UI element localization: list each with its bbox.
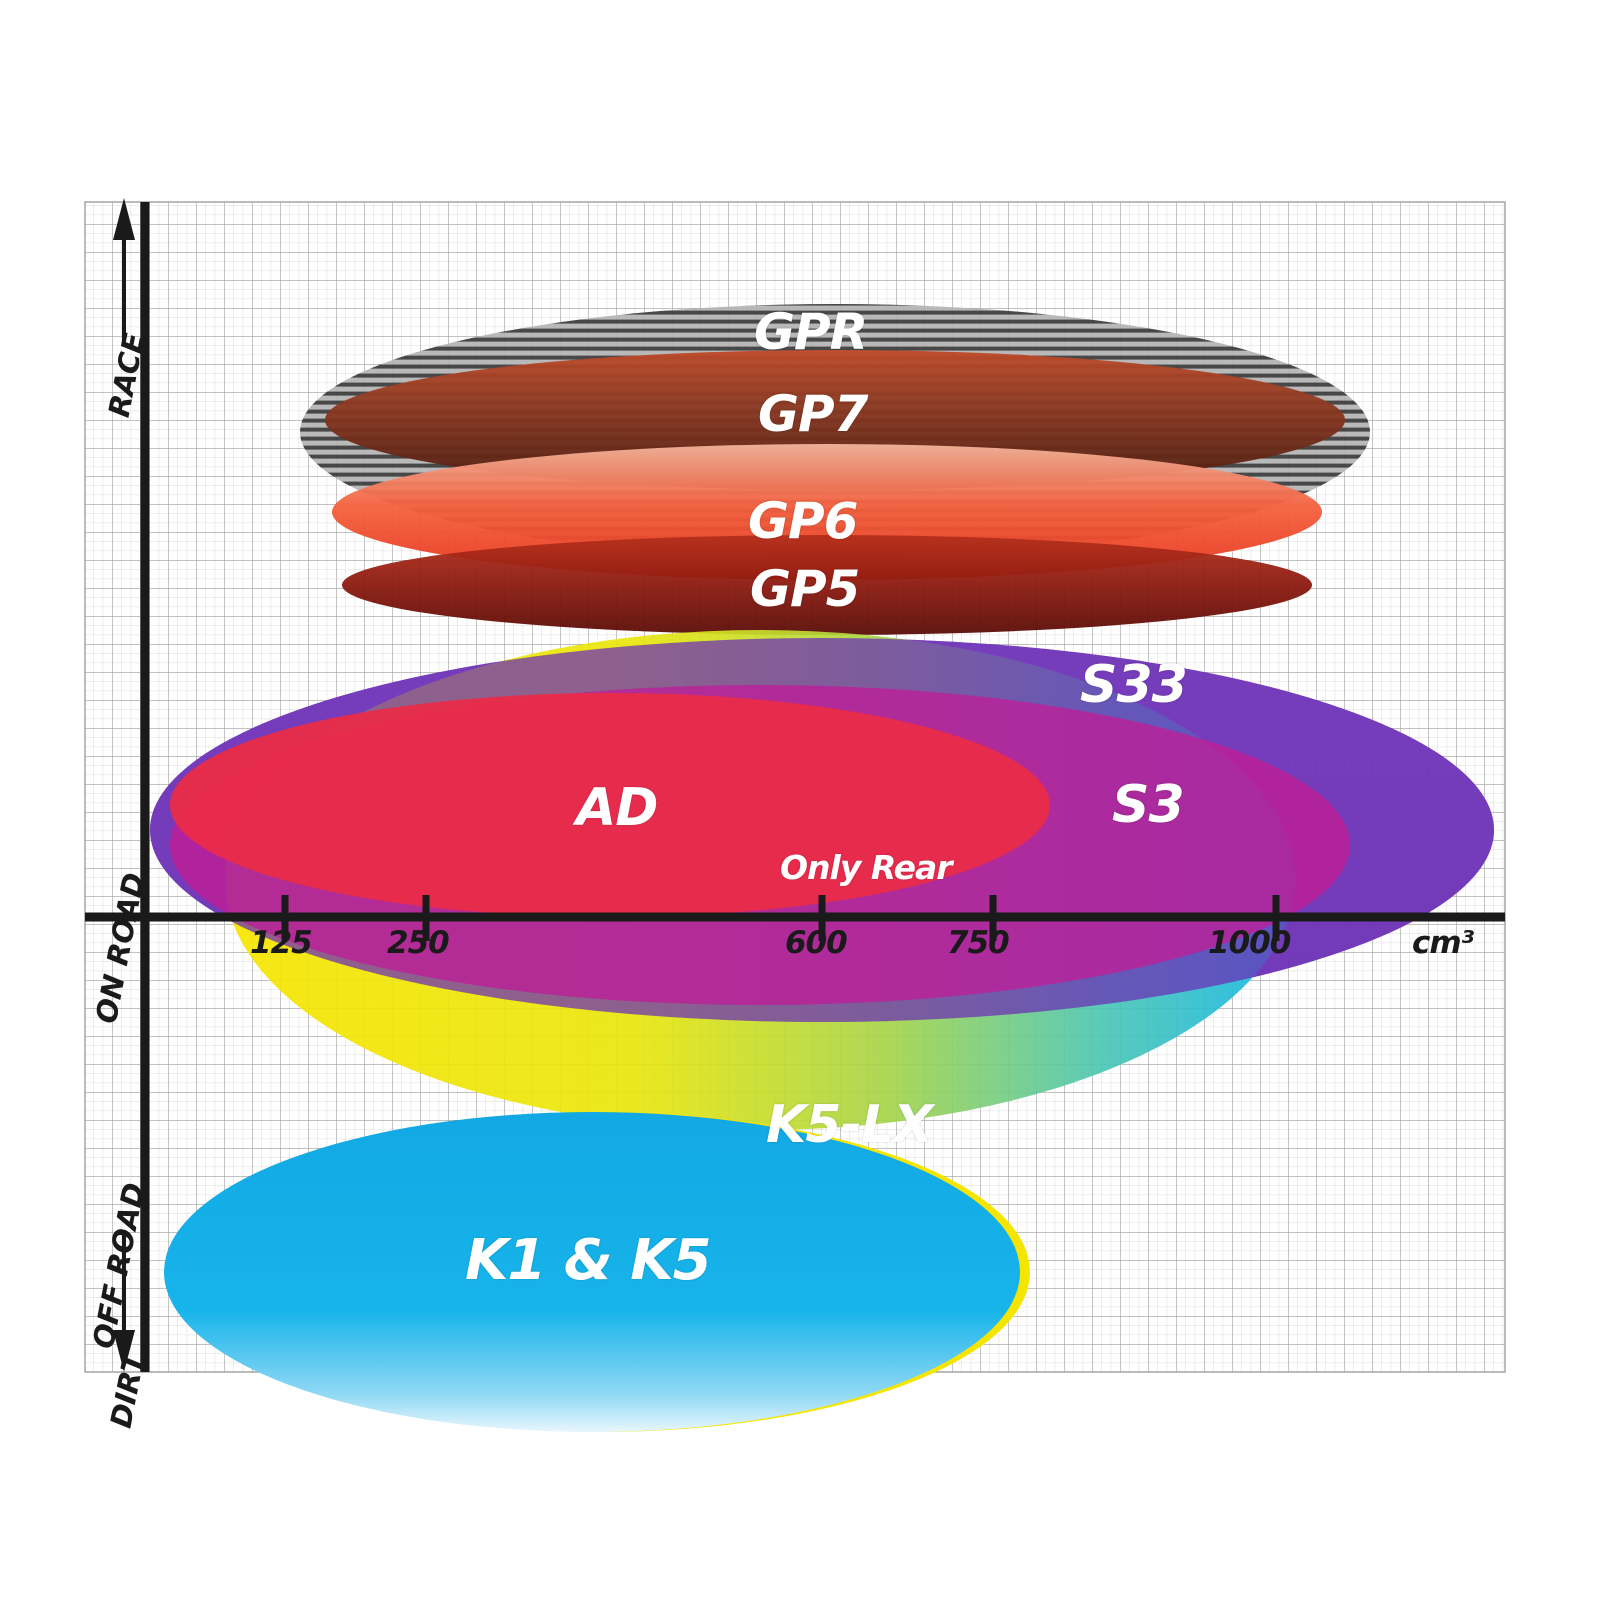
x-tick-label-1000: 1000 xyxy=(1208,925,1291,961)
annotation-only-rear: Only Rear xyxy=(780,848,953,887)
series-label-s33: S33 xyxy=(1080,655,1188,715)
series-label-ad: AD xyxy=(576,778,658,838)
series-label-gpr: GPR xyxy=(754,303,868,361)
series-label-k5lx: K5-LX xyxy=(766,1095,933,1155)
chart-axes xyxy=(85,198,1505,1372)
series-label-gp6: GP6 xyxy=(748,492,858,550)
ellipse-gp5 xyxy=(342,535,1312,635)
series-label-gp7: GP7 xyxy=(758,385,868,443)
x-tick-label-125: 125 xyxy=(250,925,313,961)
race-direction-arrow xyxy=(113,198,135,340)
x-axis-unit-label: cm³ xyxy=(1412,925,1474,961)
ellipse-k1k5 xyxy=(164,1112,1030,1432)
series-label-k1k5: K1 & K5 xyxy=(465,1228,712,1293)
dirt-direction-arrow xyxy=(113,1230,135,1372)
x-tick-label-250: 250 xyxy=(387,925,450,961)
ellipse-group xyxy=(150,304,1494,1432)
x-tick-label-750: 750 xyxy=(947,925,1010,961)
x-tick-label-600: 600 xyxy=(785,925,848,961)
series-label-gp5: GP5 xyxy=(750,560,860,618)
x-tick-marks xyxy=(281,895,1280,941)
ellipse-ad-overlay xyxy=(170,693,1050,917)
series-label-s3: S3 xyxy=(1112,775,1185,835)
